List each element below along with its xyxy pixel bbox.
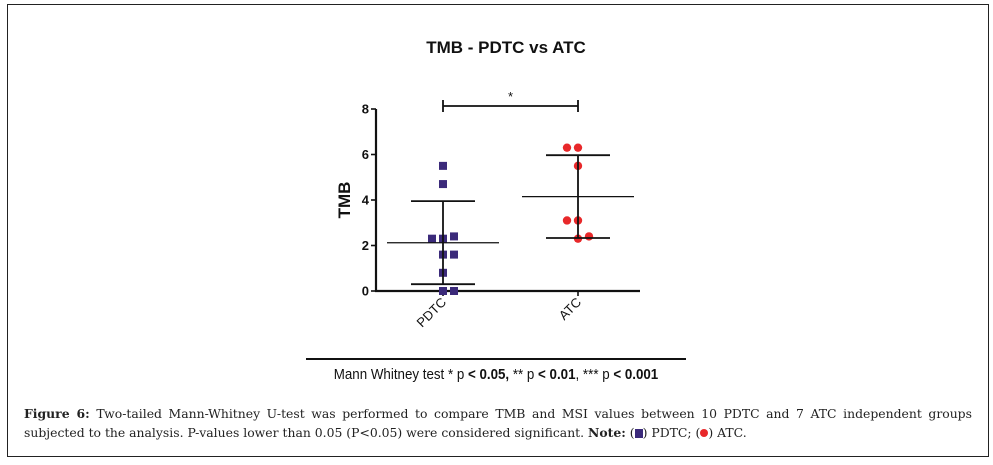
y-tick-label: 4 bbox=[362, 193, 370, 208]
note-open: ( bbox=[625, 425, 635, 440]
caption-text: Two-tailed Mann-Whitney U-test was perfo… bbox=[24, 406, 972, 440]
point-pdtc bbox=[428, 234, 436, 243]
significance-star: * bbox=[508, 89, 513, 104]
pdtc-square-icon bbox=[634, 429, 643, 438]
x-tick-label-atc: ATC bbox=[556, 295, 584, 323]
point-atc bbox=[584, 232, 594, 241]
point-pdtc bbox=[439, 180, 447, 189]
legend-rule bbox=[306, 358, 686, 360]
legend-p1: < 0.05, bbox=[467, 367, 510, 383]
y-tick-label: 8 bbox=[362, 102, 369, 117]
chart-title: TMB - PDTC vs ATC bbox=[426, 38, 586, 57]
note-atc: ) ATC. bbox=[708, 425, 747, 440]
figure-caption: Figure 6: Two-tailed Mann-Whitney U-test… bbox=[24, 404, 972, 442]
note-pdtc: ) PDTC; ( bbox=[642, 425, 701, 440]
point-atc bbox=[573, 143, 583, 152]
legend-p3: < 0.001 bbox=[613, 367, 659, 383]
significance-bracket: * bbox=[442, 89, 579, 112]
figure-label: Figure 6: bbox=[24, 406, 90, 421]
mean-sd-bars bbox=[387, 154, 634, 286]
note-label: Note: bbox=[588, 425, 626, 440]
figure-frame bbox=[7, 4, 989, 457]
point-pdtc bbox=[439, 161, 447, 170]
atc-circle-icon bbox=[700, 429, 709, 437]
test-legend: Mann Whitney test * p < 0.05, ** p < 0.0… bbox=[321, 367, 671, 383]
y-tick-label: 6 bbox=[362, 147, 369, 162]
legend-mid1: ** p bbox=[509, 367, 539, 383]
point-atc bbox=[562, 216, 572, 225]
point-pdtc bbox=[439, 287, 447, 295]
data-points bbox=[428, 143, 594, 295]
legend-mid2: , *** p bbox=[575, 367, 614, 383]
point-pdtc bbox=[450, 287, 458, 295]
legend-p2: < 0.01 bbox=[538, 367, 576, 383]
y-tick-label: 0 bbox=[362, 284, 369, 299]
point-pdtc bbox=[450, 250, 458, 259]
y-axis-label: TMB bbox=[335, 182, 354, 219]
y-tick-label: 2 bbox=[362, 238, 369, 253]
axes: 0 2 4 6 8 PDTC ATC bbox=[362, 102, 640, 331]
point-atc bbox=[562, 143, 572, 152]
legend-prefix: Mann Whitney test * p bbox=[333, 367, 468, 383]
x-tick-label-pdtc: PDTC bbox=[413, 295, 449, 331]
point-pdtc bbox=[450, 232, 458, 241]
scatter-chart: TMB - PDTC vs ATC 0 2 4 6 8 PDTC ATC * TMB bbox=[335, 38, 640, 331]
